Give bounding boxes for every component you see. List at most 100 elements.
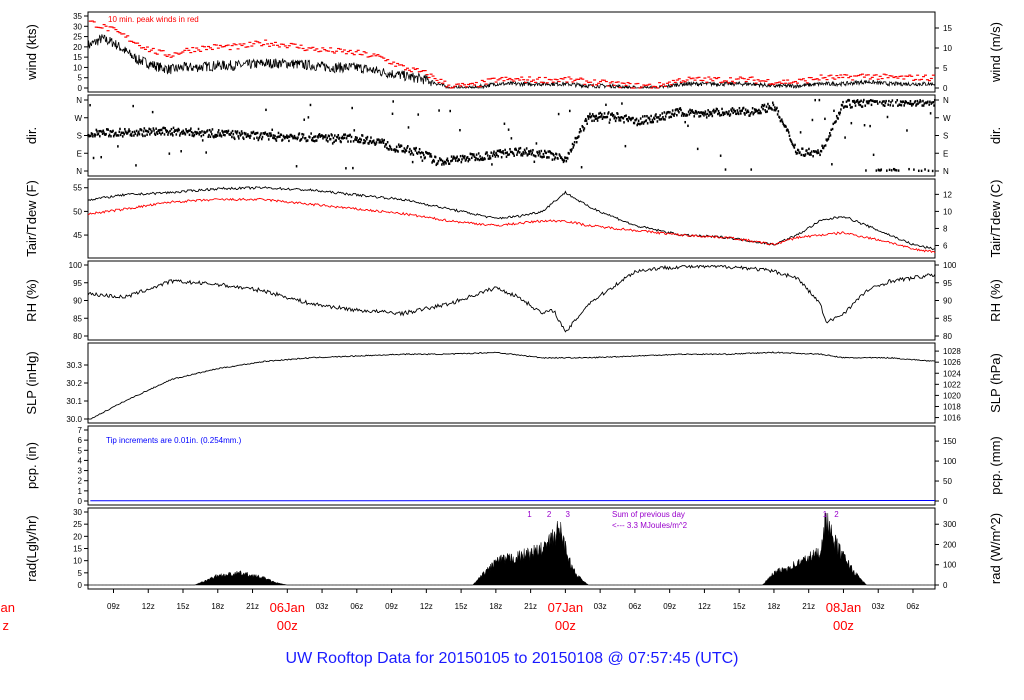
dir-point xyxy=(334,134,336,137)
dir-point xyxy=(808,153,811,156)
dir-point xyxy=(489,157,492,160)
dir-point xyxy=(280,133,283,137)
dir-point xyxy=(510,137,513,140)
dir-point xyxy=(827,137,830,141)
dir-point xyxy=(729,113,732,116)
rad-day-mark: 1 xyxy=(823,510,828,519)
dir-point xyxy=(737,112,740,116)
right-tick-label-slp: 1024 xyxy=(943,369,961,378)
dir-point xyxy=(891,99,894,102)
dir-point xyxy=(455,156,458,160)
dir-point xyxy=(533,160,536,163)
dir-point xyxy=(859,103,862,107)
dir-point xyxy=(849,103,851,107)
dir-point xyxy=(211,128,214,131)
dir-point xyxy=(676,113,678,117)
dir-point xyxy=(361,134,364,137)
dir-point xyxy=(761,103,764,107)
dir-point xyxy=(719,114,721,117)
dir-point xyxy=(428,152,431,155)
dir-point xyxy=(346,134,349,138)
dir-point xyxy=(839,111,842,114)
dir-point xyxy=(888,99,890,103)
dir-point xyxy=(767,102,769,106)
dir-point xyxy=(147,130,150,134)
dir-point xyxy=(783,123,785,127)
rad-day-mark: 2 xyxy=(547,510,552,519)
dir-point xyxy=(821,144,823,148)
dir-point xyxy=(637,119,640,123)
dir-point xyxy=(824,144,827,147)
dir-point xyxy=(787,131,790,134)
dir-point xyxy=(794,143,796,147)
dir-point xyxy=(734,109,737,113)
dir-point xyxy=(757,111,759,115)
dir-point xyxy=(135,129,138,133)
dir-point xyxy=(411,160,414,164)
date-hour-label: 00z xyxy=(833,618,854,633)
dir-point xyxy=(201,139,204,142)
panel-frame-pcp xyxy=(87,425,936,506)
dir-point xyxy=(814,98,816,102)
dir-point xyxy=(614,119,617,123)
dir-point xyxy=(840,108,842,111)
dir-point xyxy=(771,108,773,111)
dir-point xyxy=(704,110,707,113)
dir-point xyxy=(484,152,487,156)
rad-sum-value: <--- 3.3 MJoules/m^2 xyxy=(612,521,688,530)
dir-point xyxy=(897,169,900,172)
dir-point xyxy=(571,148,573,151)
dir-point xyxy=(182,129,185,132)
dir-point xyxy=(181,130,183,134)
dir-point xyxy=(406,146,408,149)
dir-point xyxy=(664,118,666,121)
dir-point xyxy=(606,115,609,119)
dir-point xyxy=(816,151,819,155)
dir-point xyxy=(850,121,853,125)
dir-point xyxy=(721,111,724,114)
dir-point xyxy=(504,148,506,152)
dir-point xyxy=(649,120,652,124)
dir-point xyxy=(337,133,340,137)
left-tick-label-rad: 15 xyxy=(73,545,82,554)
dir-point xyxy=(477,157,479,161)
dir-point xyxy=(782,122,785,126)
dir-point xyxy=(227,129,230,133)
dir-point xyxy=(295,165,298,168)
dir-point xyxy=(760,111,762,115)
dir-point xyxy=(733,108,735,111)
dir-point xyxy=(539,152,541,155)
dir-point xyxy=(217,131,219,134)
right-tick-label-rad: 200 xyxy=(943,540,957,549)
dir-point xyxy=(342,137,344,140)
dir-point xyxy=(777,110,780,113)
dir-point xyxy=(897,104,899,107)
dir-point xyxy=(711,114,714,118)
x-tick-label: 18z xyxy=(767,602,780,611)
dir-point xyxy=(899,100,902,103)
dir-point xyxy=(347,140,349,143)
dir-point xyxy=(199,131,202,134)
dir-point xyxy=(102,129,105,132)
dir-point xyxy=(460,160,463,164)
dir-point xyxy=(701,112,704,116)
dir-point xyxy=(479,155,481,158)
dir-point xyxy=(908,167,910,171)
dir-point xyxy=(884,101,887,105)
dir-point xyxy=(475,156,477,160)
dir-point xyxy=(412,153,415,156)
dir-point xyxy=(596,119,599,122)
dir-point xyxy=(223,130,226,133)
dir-point xyxy=(324,136,326,139)
left-tick-label-temp: 55 xyxy=(73,184,82,193)
dir-point xyxy=(446,157,449,160)
dir-point xyxy=(537,154,540,157)
dir-point xyxy=(625,114,627,117)
dir-point xyxy=(358,140,360,144)
dir-point xyxy=(646,114,648,118)
dir-point xyxy=(694,112,696,115)
dir-point xyxy=(668,116,670,119)
dir-point xyxy=(846,105,848,108)
dir-point xyxy=(277,131,280,135)
dir-point xyxy=(744,113,746,116)
